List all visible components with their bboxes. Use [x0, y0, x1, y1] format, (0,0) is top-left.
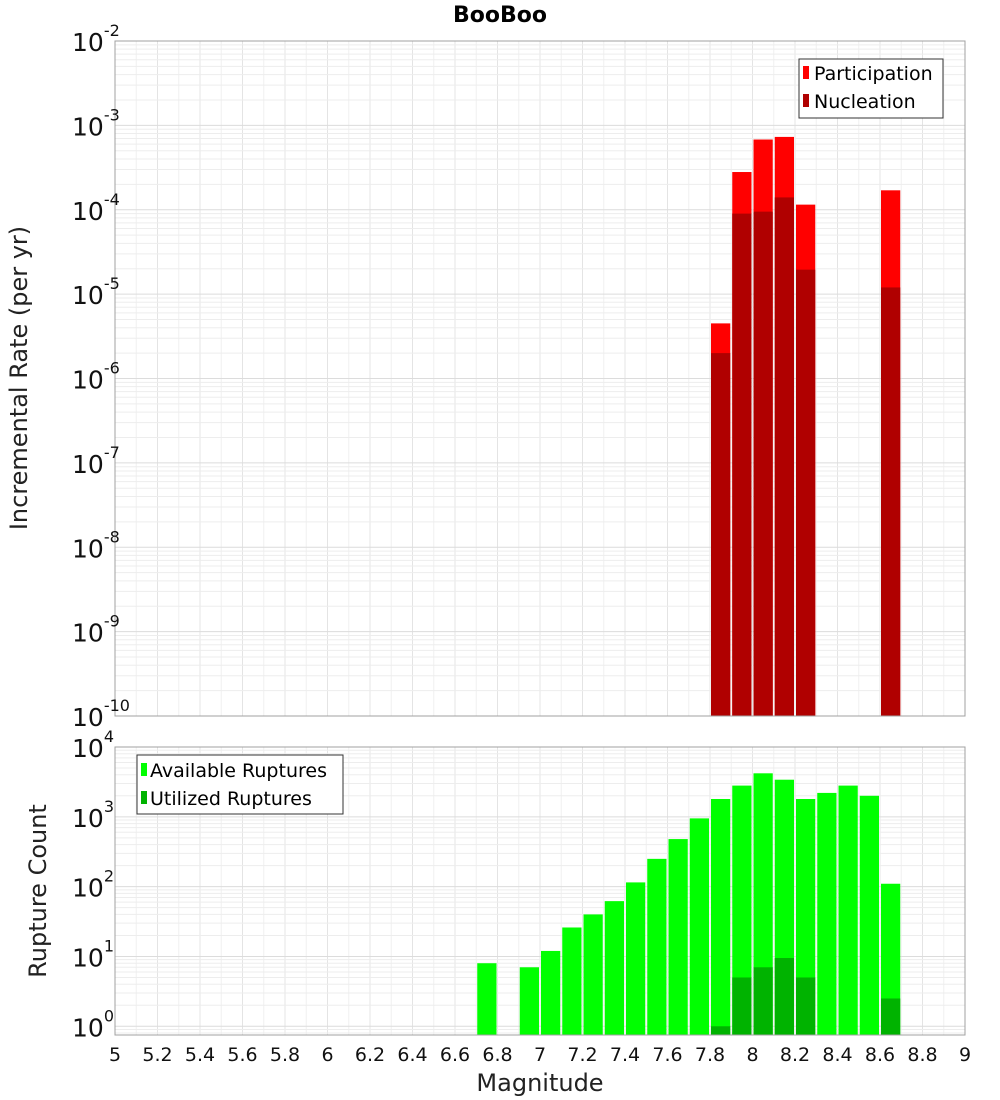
chart-title: BooBoo [453, 3, 547, 28]
legend-swatch-nucleation [803, 94, 809, 107]
rate-y-ticks: 10-2 10-3 10-4 10-5 10-6 10-7 10-8 10-9 10-10 [72, 21, 130, 732]
x-tick-label: 7.4 [610, 1044, 640, 1066]
legend-label-participation: Participation [814, 63, 933, 85]
bar-available-ruptures [626, 882, 646, 1035]
bar-available-ruptures [711, 798, 731, 1035]
bar-nucleation [732, 213, 752, 717]
y-tick-label: 101 [72, 936, 114, 972]
x-tick-label: 5.8 [270, 1044, 300, 1066]
y-tick-label: 103 [72, 797, 114, 833]
y-tick-label: 10-2 [72, 21, 120, 57]
legend-swatch-available [141, 763, 147, 776]
x-tick-label: 6.8 [482, 1044, 512, 1066]
x-tick-label: 8.6 [865, 1044, 895, 1066]
x-tick-label: 8.8 [907, 1044, 937, 1066]
x-tick-label: 8.4 [822, 1044, 852, 1066]
rate-legend-box [798, 58, 944, 119]
x-tick-label: 6.4 [397, 1044, 427, 1066]
bar-utilized-ruptures [796, 977, 816, 1035]
legend-swatch-utilized [141, 791, 147, 804]
bar-available-ruptures [859, 795, 879, 1035]
x-tick-label: 5.2 [142, 1044, 172, 1066]
x-tick-label: 5.4 [185, 1044, 215, 1066]
bar-nucleation [711, 353, 731, 716]
count-grid [115, 746, 965, 1035]
bar-available-ruptures [541, 950, 561, 1035]
count-bars [477, 773, 901, 1035]
x-tick-label: 8 [746, 1044, 758, 1066]
rate-grid [115, 40, 965, 717]
bar-available-ruptures [838, 785, 858, 1035]
bar-available-ruptures [689, 818, 709, 1035]
rate-y-axis-label: Incremental Rate (per yr) [5, 226, 33, 530]
x-tick-label: 5 [109, 1044, 121, 1066]
count-x-ticks: 5 5.2 5.4 5.6 5.8 6 6.2 6.4 6.6 6.8 7 7.2 7.4 7.6 7.8 8… [109, 1044, 971, 1066]
count-legend: Available Ruptures Utilized Ruptures [136, 754, 344, 815]
y-tick-label: 10-8 [72, 527, 120, 563]
x-tick-label: 7 [534, 1044, 546, 1066]
bar-nucleation [796, 269, 816, 716]
y-tick-label: 10-4 [72, 190, 120, 226]
legend-swatch-participation [803, 66, 809, 79]
rate-plot-border [114, 40, 966, 717]
x-tick-label: 5.6 [227, 1044, 257, 1066]
bar-available-ruptures [562, 927, 582, 1035]
rate-panel: BooBoo 10-210-310-410-510-610-710-810-91… [5, 3, 966, 732]
count-y-ticks: 104 103 102 101 100 [72, 727, 114, 1042]
x-tick-label: 6.6 [440, 1044, 470, 1066]
bar-utilized-ruptures [774, 958, 794, 1035]
bar-nucleation [774, 197, 794, 717]
count-plot-border [114, 746, 966, 1036]
bar-available-ruptures [817, 792, 837, 1035]
bar-available-ruptures [881, 883, 901, 1035]
count-legend-box [136, 754, 344, 815]
legend-label-nucleation: Nucleation [814, 91, 916, 113]
bar-available-ruptures [647, 858, 667, 1035]
x-tick-label: 7.6 [652, 1044, 682, 1066]
legend-label-available: Available Ruptures [150, 760, 327, 782]
bar-available-ruptures [796, 798, 816, 1035]
bar-available-ruptures [583, 914, 603, 1035]
x-tick-label: 7.2 [567, 1044, 597, 1066]
y-tick-label: 104 [72, 727, 114, 763]
bar-utilized-ruptures [732, 977, 752, 1035]
y-tick-label: 100 [72, 1006, 114, 1042]
y-tick-label: 10-5 [72, 274, 120, 310]
bar-available-ruptures [519, 967, 539, 1035]
bar-available-ruptures [604, 901, 624, 1035]
legend-label-utilized: Utilized Ruptures [150, 788, 312, 810]
y-tick-label: 10-10 [72, 696, 130, 732]
bar-available-ruptures [477, 963, 497, 1035]
y-tick-label: 10-3 [72, 105, 120, 141]
count-y-axis-label: Rupture Count [24, 804, 52, 978]
x-tick-label: 6.2 [355, 1044, 385, 1066]
x-tick-label: 7.8 [695, 1044, 725, 1066]
x-tick-label: 6 [321, 1044, 333, 1066]
x-axis-label: Magnitude [476, 1069, 603, 1097]
bar-utilized-ruptures [711, 1026, 731, 1035]
bar-nucleation [881, 287, 901, 716]
y-tick-label: 10-7 [72, 443, 120, 479]
y-tick-label: 10-9 [72, 612, 120, 648]
y-tick-label: 10-6 [72, 359, 120, 395]
x-tick-label: 8.2 [780, 1044, 810, 1066]
bar-available-ruptures [668, 839, 688, 1035]
rate-bars [711, 136, 901, 717]
rate-legend: Participation Nucleation [798, 58, 944, 119]
bar-utilized-ruptures [881, 998, 901, 1035]
count-panel: 104 103 102 101 100 5 5.2 5.4 5.6 5.8 6 6.2 6.4 6.6 6… [24, 727, 971, 1097]
x-tick-label: 9 [959, 1044, 971, 1066]
bar-nucleation [753, 211, 773, 716]
bar-available-ruptures [732, 785, 752, 1035]
bar-utilized-ruptures [753, 967, 773, 1035]
y-tick-label: 102 [72, 867, 114, 903]
